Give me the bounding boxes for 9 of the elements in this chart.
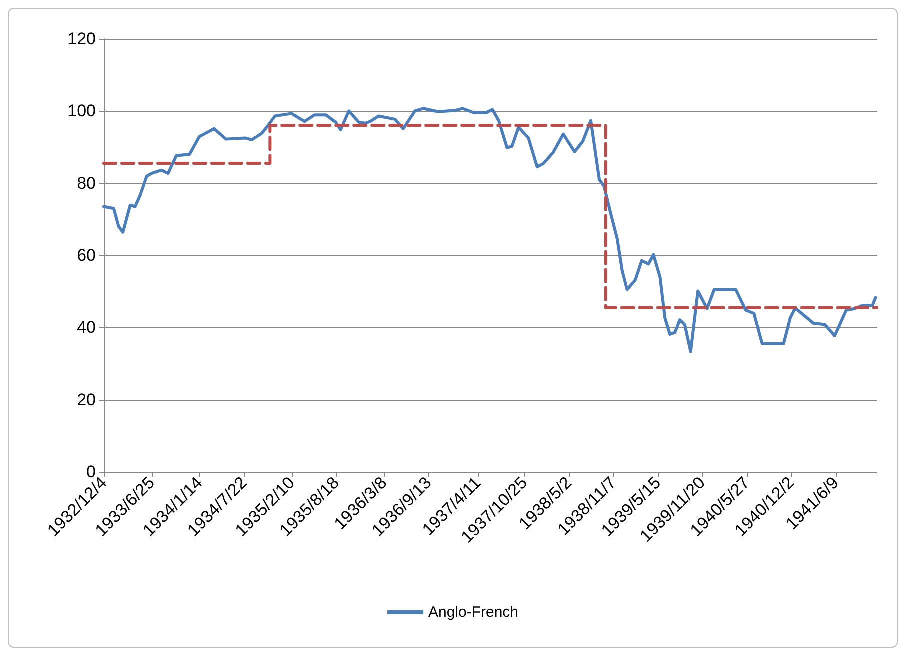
y-tick-label: 120 <box>68 30 96 48</box>
y-tick-label: 80 <box>77 174 96 193</box>
y-tick-label: 100 <box>68 102 96 121</box>
line-series <box>102 107 878 354</box>
legend-label: Anglo-French <box>428 604 519 621</box>
y-tick-label: 20 <box>77 390 96 410</box>
y-tick-label: 60 <box>77 246 96 265</box>
y-tick-label: 0 <box>86 462 96 482</box>
y-tick-label: 40 <box>77 318 96 338</box>
